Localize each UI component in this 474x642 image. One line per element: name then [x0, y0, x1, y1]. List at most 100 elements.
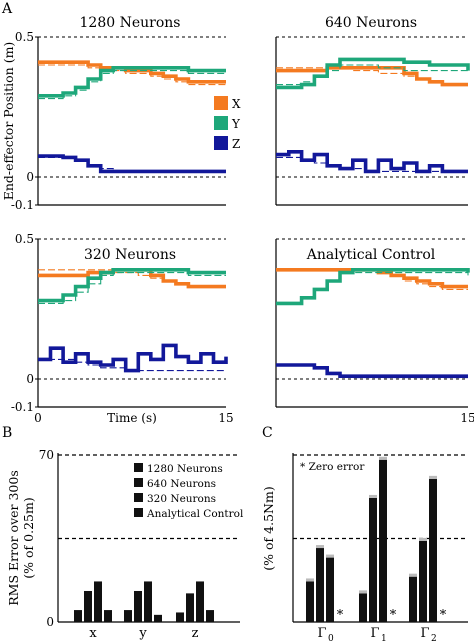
- target-trace: [38, 70, 226, 100]
- target-trace: [38, 156, 226, 172]
- bar: [359, 593, 367, 622]
- series-x: [38, 268, 226, 289]
- bar: [326, 557, 334, 622]
- y-axis-label: (% of 4.5Nm): [261, 486, 276, 570]
- series-z: [38, 154, 226, 174]
- legend-swatch: [134, 478, 143, 487]
- zero-error-marker: *: [337, 608, 344, 623]
- panel-label-c: C: [262, 425, 273, 441]
- category-label: Γ: [370, 626, 379, 641]
- category-subscript: 1: [381, 634, 387, 642]
- zero-error-marker: *: [440, 608, 447, 623]
- bar: [84, 590, 92, 622]
- category-label: Γ: [317, 626, 326, 641]
- bar: [409, 576, 417, 622]
- legend-label: 1280 Neurons: [147, 463, 223, 475]
- bar: [419, 540, 427, 622]
- bar: [186, 593, 194, 622]
- series-z: [276, 150, 468, 174]
- bar: [134, 590, 142, 622]
- bar-error-cap: [326, 554, 334, 558]
- panel-label-a: A: [1, 1, 13, 17]
- y-axis-label: End-effector Position (m): [1, 42, 16, 201]
- legend-a: XYZ: [214, 96, 241, 151]
- subplot-title: 320 Neurons: [84, 247, 176, 263]
- category-subscript: 2: [431, 634, 437, 642]
- legend-swatch: [214, 96, 228, 110]
- actual-trace: [38, 343, 228, 373]
- x-tick-label: 15: [218, 411, 233, 425]
- bar-error-cap: [429, 475, 437, 479]
- subplot-4: Analytical Control 15: [275, 238, 474, 425]
- y-tick-label: 70: [39, 448, 54, 462]
- legend-swatch: [134, 508, 143, 517]
- bar: [196, 581, 204, 622]
- actual-trace: [276, 363, 468, 378]
- target-trace: [276, 64, 469, 86]
- bar: [124, 610, 132, 622]
- series-y: [38, 66, 226, 100]
- series-y: [276, 57, 470, 90]
- bar-error-cap: [369, 494, 377, 498]
- legend-label: 640 Neurons: [147, 478, 216, 490]
- bar-chart-c: *Γ 0*Γ 1*Γ 2(% of 4.5Nm)* Zero error: [261, 453, 468, 642]
- panel-label-b: B: [2, 425, 12, 441]
- y-tick-label: -0.1: [11, 400, 34, 414]
- bar: [104, 610, 112, 622]
- actual-trace: [38, 66, 226, 98]
- legend-label: Y: [231, 117, 241, 131]
- series-x: [276, 268, 468, 290]
- category-label: z: [192, 626, 199, 641]
- category-label: Γ: [420, 626, 429, 641]
- bar: [369, 497, 377, 622]
- subplot-title: 640 Neurons: [325, 15, 417, 31]
- y-tick-label: 0: [26, 170, 34, 184]
- bar-error-cap: [306, 578, 314, 582]
- series-y: [38, 268, 226, 304]
- bar: [379, 459, 387, 622]
- series-z: [38, 343, 228, 373]
- legend-label: Z: [232, 137, 240, 151]
- bar-chart-b: 0 70 x y z RMS Error over 300s(% of 0.25m): [6, 448, 240, 641]
- category-label: x: [89, 626, 97, 641]
- bar: [144, 581, 152, 622]
- series-z: [276, 363, 468, 379]
- actual-trace: [276, 150, 468, 174]
- y-tick-label: 0: [46, 615, 54, 629]
- bar: [154, 614, 162, 622]
- bar: [306, 581, 314, 622]
- actual-trace: [276, 57, 470, 90]
- actual-trace: [276, 268, 470, 306]
- legend-label: 320 Neurons: [147, 493, 216, 505]
- bar: [74, 610, 82, 622]
- y-axis-label: RMS Error over 300s(% of 0.25m): [6, 470, 36, 606]
- zero-error-marker: *: [390, 608, 397, 623]
- actual-trace: [38, 60, 226, 84]
- actual-trace: [38, 268, 226, 303]
- zero-error-note: * Zero error: [300, 461, 365, 473]
- bar: [176, 612, 184, 622]
- bar-error-cap: [359, 590, 367, 594]
- bar-error-cap: [409, 573, 417, 577]
- bar: [316, 548, 324, 622]
- subplot-2: 640 Neurons: [275, 15, 470, 206]
- legend-b: 1280 Neurons 640 Neurons 320 Neurons Analyt…: [134, 463, 244, 520]
- legend-label: Analytical Control: [146, 508, 244, 520]
- y-tick-label: -0.1: [11, 198, 34, 212]
- y-tick-label: 0.5: [15, 30, 34, 44]
- x-tick-label: 0: [34, 411, 42, 425]
- bar-error-cap: [379, 456, 387, 460]
- subplot-title: 1280 Neurons: [80, 15, 181, 31]
- series-y: [276, 268, 470, 306]
- actual-trace: [38, 154, 226, 174]
- y-tick-label: 0: [26, 372, 34, 386]
- subplot-title: Analytical Control: [306, 247, 436, 263]
- x-tick-label: 15: [460, 411, 474, 425]
- category-subscript: 0: [328, 634, 334, 642]
- bar: [206, 610, 214, 622]
- legend-label: X: [232, 97, 241, 111]
- y-tick-label: 0.5: [15, 232, 34, 246]
- legend-swatch: [214, 116, 228, 130]
